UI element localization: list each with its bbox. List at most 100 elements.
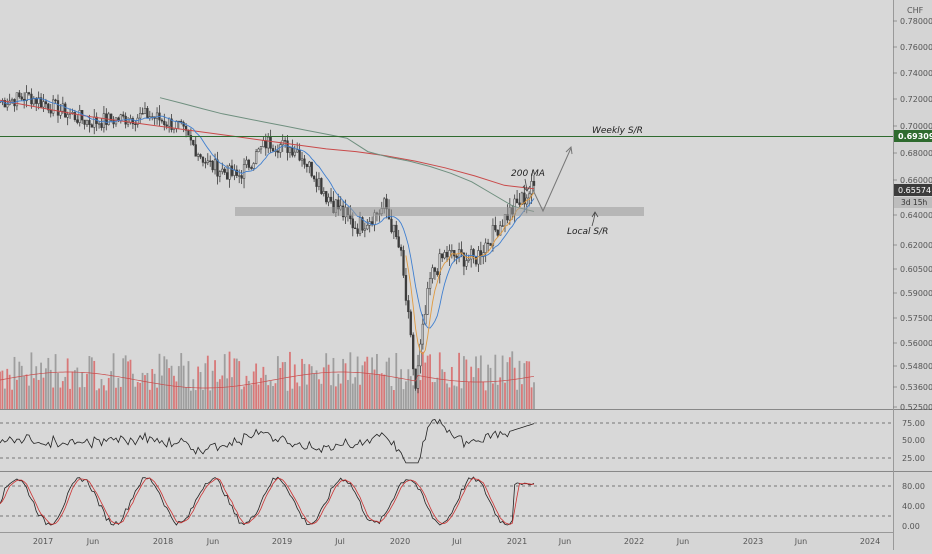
volume-bar [233,358,236,409]
volume-bar [16,379,18,409]
candle-down [76,119,79,123]
volume-bar [218,379,221,409]
price-tick-label: 0.62000 [900,241,932,250]
volume-bar [240,389,243,409]
candle-up [267,136,270,149]
candle-down [134,123,137,125]
volume-bar [516,389,518,409]
candle-up [317,178,321,187]
volume-bar [455,386,458,409]
volume-bar [206,355,209,409]
time-tick-label: Jun [206,537,220,546]
ma-label: 200 MA [511,169,545,179]
volume-bar [303,363,306,409]
volume-bar [199,372,202,409]
volume-bar [429,354,431,409]
candle-up [126,122,130,125]
candle-down [397,236,400,248]
volume-bar [129,359,132,409]
volume-bar [344,363,347,409]
volume-bar [119,386,122,409]
candle-down [100,123,103,128]
stoch-tick-label: 40.00 [902,502,925,511]
time-tick-label: 2018 [153,537,173,546]
price-tick-label: 0.60500 [900,265,932,274]
volume-bar [351,383,354,409]
volume-bar [460,388,463,409]
candle-up [499,225,502,236]
volume-bar [305,384,308,409]
volume-bar [496,384,499,409]
volume-bar [291,388,294,409]
time-tick-label: Jun [558,537,572,546]
volume-bar [18,361,21,409]
candle-down [412,334,415,370]
rsi-tick-label: 75.00 [902,419,925,428]
candle-down [395,224,398,238]
price-tick-label: 0.52500 [900,403,932,412]
volume-bar [194,390,197,409]
volume-bar [262,366,265,409]
volume-bar [533,382,535,409]
volume-bar [487,364,489,409]
candle-down [271,148,275,152]
volume-bar [412,385,415,409]
volume-bar [298,386,301,409]
volume-bar [69,388,71,409]
price-tick-label: 0.56000 [900,339,932,348]
volume-bar [296,382,299,409]
price-tick-label: 0.54800 [900,362,932,371]
candle-up [257,148,260,152]
candle-down [247,159,251,168]
candle-up [528,193,531,199]
local-sr-zone[interactable] [235,207,644,216]
volume-bar [376,354,378,409]
candle-down [312,175,316,180]
volume-bar [163,356,166,409]
candle-down [73,112,77,120]
volume-bar [397,378,400,409]
volume-bar [223,354,226,409]
time-tick-label: 2019 [272,537,292,546]
volume-bar [98,388,100,409]
volume-bar [13,356,16,409]
volume-bar [110,371,113,409]
volume-bar [349,352,352,409]
candle-up [221,168,224,172]
volume-bar [131,373,134,409]
volume-bar [334,386,337,409]
volume-bar [93,360,96,409]
candle-up [259,146,263,150]
stoch-tick-label: 80.00 [902,482,925,491]
volume-bar [383,374,386,409]
volume-bar [361,365,364,409]
volume-bar [284,361,287,409]
candle-down [201,156,205,163]
volume-bar [417,383,419,409]
rsi-line [0,418,535,464]
volume-bar [61,381,64,409]
candle-up [196,154,200,157]
volume-bar [508,357,511,409]
volume-bar [359,384,361,409]
candle-down [39,97,43,108]
volume-bar [320,383,323,409]
volume-bar [83,387,86,409]
volume-bar [441,369,444,409]
volume-bar [269,381,272,409]
projection-path [532,147,572,213]
candle-up [428,278,432,289]
candle-down [141,113,144,115]
candle-down [56,100,60,116]
volume-bar [267,385,270,409]
volume-bar [255,363,258,409]
candle-up [155,112,159,119]
candle-down [494,225,497,231]
volume-bar [175,381,178,409]
candle-down [523,192,526,205]
candle-down [27,92,31,95]
projection-arrowhead-icon [565,145,573,155]
candle-up [37,97,40,104]
